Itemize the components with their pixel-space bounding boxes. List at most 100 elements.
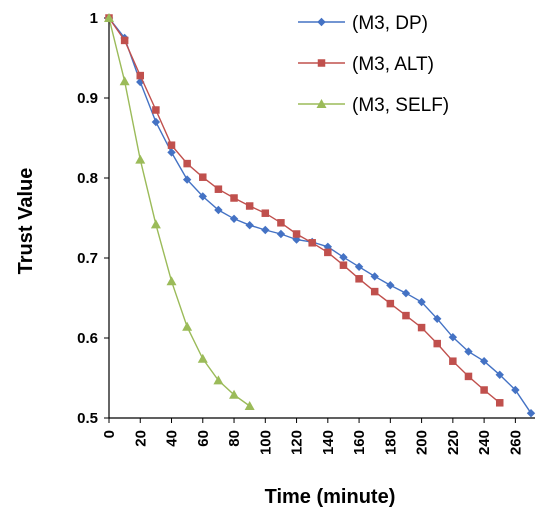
data-point	[526, 409, 536, 418]
data-point	[402, 311, 410, 320]
data-point	[370, 272, 379, 281]
y-tick-label: 0.6	[77, 330, 98, 347]
legend-item: (M3, DP)	[298, 13, 428, 34]
x-tick-label: 240	[476, 430, 493, 455]
data-point	[166, 276, 177, 286]
data-point	[464, 347, 473, 356]
x-tick-label: 20	[132, 430, 149, 447]
data-point	[167, 141, 176, 149]
data-point	[479, 357, 489, 366]
data-point	[182, 175, 192, 184]
data-point	[198, 192, 207, 201]
data-point	[152, 106, 160, 114]
data-point	[354, 262, 364, 271]
y-tick-label: 1	[90, 10, 98, 27]
legend-item: (M3, SELF)	[298, 95, 449, 116]
x-tick-label: 120	[289, 430, 306, 455]
x-tick-label: 160	[351, 430, 368, 455]
data-point	[448, 333, 458, 342]
x-tick-label: 140	[320, 430, 337, 455]
data-point	[449, 357, 457, 365]
data-point	[386, 281, 395, 290]
legend-item: (M3, ALT)	[298, 54, 434, 75]
data-point	[182, 321, 193, 331]
series-line	[108, 17, 501, 404]
data-point	[197, 353, 208, 363]
data-point	[104, 13, 114, 22]
y-axis-title: Trust Value	[15, 168, 37, 275]
data-point	[214, 205, 223, 215]
data-point	[135, 154, 146, 164]
data-point	[136, 71, 145, 80]
data-point	[433, 339, 441, 348]
series-1	[105, 14, 504, 407]
data-point	[433, 314, 442, 323]
y-tick-label: 0.5	[77, 410, 98, 427]
y-axis-ticks: 0.5 0.6 0.7 0.8 0.9 1	[77, 10, 109, 427]
data-point	[119, 76, 130, 86]
y-tick-label: 0.7	[77, 250, 98, 267]
data-point	[199, 173, 207, 181]
data-point	[339, 261, 348, 269]
data-point	[151, 117, 161, 127]
data-point	[230, 194, 238, 202]
x-axis-ticks: 0 20 40 60 80 100 120 140 160 180 200 220 240 260	[101, 418, 524, 455]
data-point	[261, 209, 270, 217]
data-point	[183, 159, 191, 168]
data-point	[386, 299, 395, 308]
data-point	[339, 253, 348, 262]
data-point	[167, 148, 176, 157]
series-layer	[104, 13, 536, 418]
data-point	[245, 202, 254, 210]
series-2	[104, 13, 255, 410]
data-point	[480, 386, 488, 394]
legend-label: (M3, SELF)	[352, 95, 449, 116]
data-point	[324, 248, 332, 257]
data-point	[229, 214, 239, 223]
data-point	[277, 219, 285, 227]
x-tick-label: 0	[101, 430, 118, 438]
data-point	[229, 389, 240, 399]
data-point	[120, 36, 129, 45]
data-point	[214, 185, 223, 193]
legend-marker	[317, 17, 326, 27]
data-point	[417, 323, 426, 332]
x-tick-label: 100	[257, 430, 274, 455]
data-point	[355, 275, 363, 283]
legend-marker	[317, 59, 326, 67]
x-tick-label: 60	[195, 430, 212, 447]
data-point	[261, 225, 270, 235]
legend: (M3, DP) (M3, ALT) (M3, SELF)	[298, 13, 449, 116]
axes	[108, 14, 535, 419]
data-point	[213, 375, 224, 385]
y-tick-label: 0.9	[77, 90, 98, 107]
data-point	[370, 287, 379, 296]
legend-marker	[316, 99, 327, 108]
series-line	[108, 17, 532, 414]
x-axis-title: Time (minute)	[265, 486, 396, 508]
x-tick-label: 40	[164, 430, 181, 447]
data-point	[244, 401, 255, 410]
data-point	[495, 399, 504, 407]
legend-label: (M3, DP)	[352, 13, 428, 34]
x-tick-label: 260	[507, 430, 524, 455]
x-tick-label: 200	[414, 430, 431, 455]
legend-label: (M3, ALT)	[352, 54, 434, 75]
data-point	[292, 230, 301, 238]
x-tick-label: 180	[382, 430, 399, 455]
x-tick-label: 80	[226, 430, 243, 447]
data-point	[511, 385, 520, 395]
data-point	[417, 297, 426, 307]
data-point	[495, 370, 504, 379]
data-point	[150, 219, 161, 229]
series-line	[108, 17, 251, 407]
y-tick-label: 0.8	[77, 170, 98, 187]
data-point	[276, 229, 286, 239]
data-point	[464, 372, 473, 381]
data-point	[401, 289, 411, 298]
x-tick-label: 220	[445, 430, 462, 455]
data-point	[308, 239, 316, 247]
data-point	[245, 221, 254, 230]
series-0	[104, 13, 536, 418]
